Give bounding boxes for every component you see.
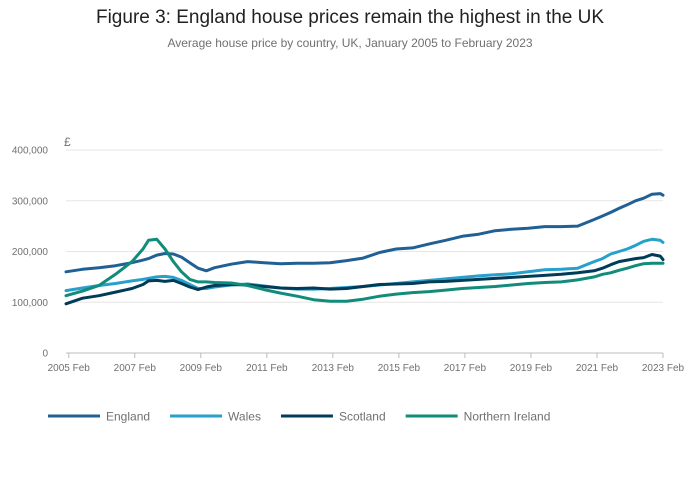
legend-label: England — [106, 410, 150, 424]
legend-label: Northern Ireland — [464, 410, 551, 424]
y-unit-label: £ — [64, 135, 71, 149]
x-tick-label: 2009 Feb — [180, 363, 223, 374]
x-tick-label: 2007 Feb — [114, 363, 157, 374]
legend[interactable]: England Wales Scotland Northern Ireland — [48, 410, 550, 424]
legend-item-wales[interactable]: Wales — [170, 410, 261, 424]
y-tick-label: 100,000 — [12, 298, 49, 309]
x-tick-label: 2011 Feb — [246, 363, 288, 374]
x-tick-label: 2013 Feb — [312, 363, 355, 374]
series-line-england[interactable] — [64, 192, 665, 274]
y-tick-label: 300,000 — [12, 196, 49, 207]
chart-title: Figure 3: England house prices remain th… — [95, 7, 605, 28]
y-tick-label: 200,000 — [12, 247, 49, 258]
legend-item-northern-ireland[interactable]: Northern Ireland — [405, 410, 551, 424]
x-tick-label: 2019 Feb — [510, 363, 553, 374]
x-axis: 2005 Feb 2007 Feb 2009 Feb 2011 Feb 2013 Feb… — [48, 353, 685, 374]
x-tick-label: 2005 Feb — [48, 363, 91, 374]
gridlines — [66, 149, 663, 354]
chart-subtitle: Average house price by country, UK, Janu… — [167, 36, 533, 50]
series-line-wales[interactable] — [64, 237, 665, 293]
y-tick-label: 400,000 — [12, 146, 49, 157]
x-tick-label: 2023 Feb — [642, 363, 685, 374]
x-tick-label: 2015 Feb — [378, 363, 421, 374]
x-tick-label: 2017 Feb — [444, 363, 487, 374]
x-tick-label: 2021 Feb — [576, 363, 619, 374]
y-tick-label: 0 — [42, 349, 48, 360]
legend-label: Scotland — [339, 410, 386, 424]
legend-item-england[interactable]: England — [48, 410, 150, 424]
y-axis: 0 100,000 200,000 300,000 400,000 £ — [12, 135, 71, 360]
series-line-scotland[interactable] — [64, 253, 665, 306]
series-lines — [64, 192, 665, 306]
series-line-northern-ireland[interactable] — [64, 237, 665, 303]
legend-label: Wales — [228, 410, 261, 424]
legend-item-scotland[interactable]: Scotland — [280, 410, 386, 424]
